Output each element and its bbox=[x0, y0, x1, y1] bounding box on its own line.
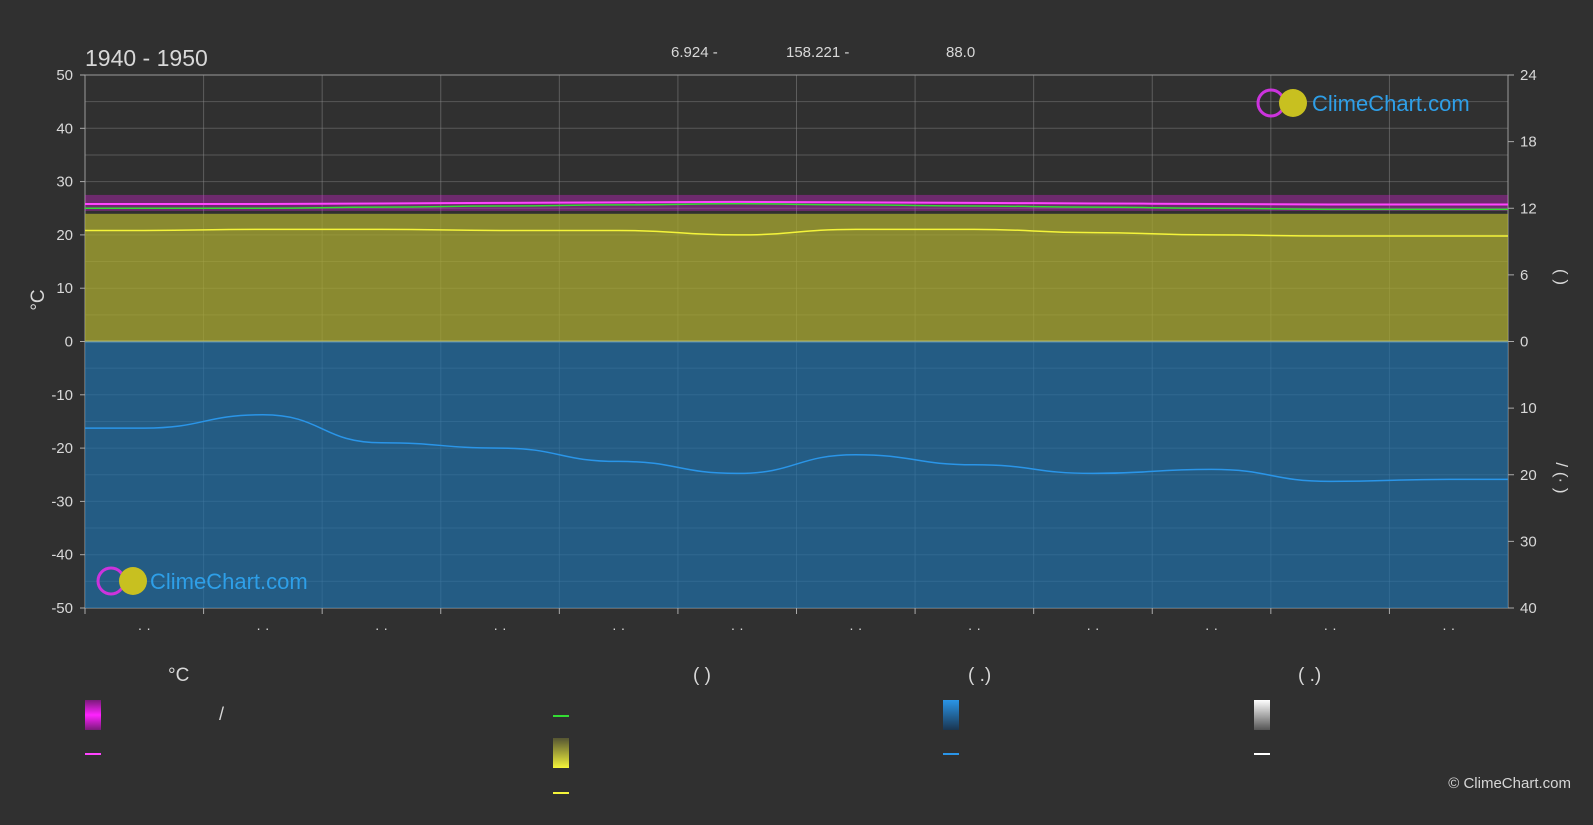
right-top-tick-label: 12 bbox=[1520, 200, 1537, 217]
right-axis-bottom-label: / (· ) bbox=[1552, 462, 1571, 493]
latitude-label: 6.924 - bbox=[671, 44, 718, 61]
x-tick-label: · · bbox=[493, 620, 506, 636]
left-tick-label: 10 bbox=[56, 280, 73, 297]
copyright-text: © ClimeChart.com bbox=[1448, 775, 1571, 792]
right-bottom-tick-label: 40 bbox=[1520, 600, 1537, 617]
left-tick-label: -40 bbox=[51, 547, 73, 564]
legend-line-snow bbox=[1254, 753, 1270, 755]
logo-sun-icon bbox=[119, 567, 147, 595]
legend-swatch-snow bbox=[1254, 700, 1270, 730]
legend-swatch-sunshine bbox=[553, 738, 569, 768]
left-tick-label: 30 bbox=[56, 174, 73, 191]
legend-head-temperature: °C bbox=[168, 665, 190, 686]
left-tick-label: 40 bbox=[56, 120, 73, 137]
left-tick-label: 0 bbox=[65, 334, 73, 351]
brand-logo-bottom[interactable]: ClimeChart.com bbox=[96, 566, 308, 596]
x-tick-label: · · bbox=[968, 620, 981, 636]
legend-line-precipitation bbox=[943, 753, 959, 755]
legend-temp-range-text: / bbox=[219, 704, 225, 724]
elevation-label: 88.0 bbox=[946, 44, 975, 61]
x-tick-label: · · bbox=[256, 620, 269, 636]
legend-swatch-precipitation bbox=[943, 700, 959, 730]
precipitation-line bbox=[84, 414, 1508, 483]
left-tick-label: -10 bbox=[51, 387, 73, 404]
right-top-tick-label: 24 bbox=[1520, 67, 1537, 84]
right-bottom-tick-label: 20 bbox=[1520, 467, 1537, 484]
legend-swatch-temp-range bbox=[85, 700, 101, 730]
chart-lines bbox=[84, 200, 1508, 483]
x-tick-label: · · bbox=[1324, 620, 1337, 636]
left-tick-label: -20 bbox=[51, 440, 73, 457]
left-axis-unit: °C bbox=[28, 289, 49, 310]
right-bottom-tick-label: 30 bbox=[1520, 533, 1537, 550]
right-top-tick-label: 18 bbox=[1520, 134, 1537, 151]
x-tick-label: · · bbox=[138, 620, 151, 636]
brand-name-top: ClimeChart.com bbox=[1312, 91, 1470, 116]
right-top-tick-label: 0 bbox=[1520, 334, 1528, 351]
right-bottom-tick-label: 10 bbox=[1520, 400, 1537, 417]
chart-bands bbox=[85, 194, 1508, 608]
x-tick-label: · · bbox=[1205, 620, 1218, 636]
legend-line-sunshine bbox=[553, 792, 569, 794]
left-tick-label: -50 bbox=[51, 600, 73, 617]
x-tick-label: · · bbox=[1086, 620, 1099, 636]
period-title: 1940 - 1950 bbox=[85, 45, 208, 71]
logo-sun-icon bbox=[1279, 89, 1307, 117]
legend-head-precipitation: ( .) bbox=[968, 665, 992, 686]
brand-name-bottom: ClimeChart.com bbox=[150, 569, 308, 594]
longitude-label: 158.221 - bbox=[786, 44, 849, 61]
right-axis-top-label: ( ) bbox=[1552, 269, 1571, 285]
legend-head-sunshine: ( ) bbox=[693, 665, 711, 686]
sunshine-line bbox=[84, 228, 1508, 237]
sunshine-band bbox=[85, 213, 1508, 342]
left-tick-label: 50 bbox=[56, 67, 73, 84]
legend-line-daylight bbox=[553, 715, 569, 717]
daylight-line bbox=[84, 203, 1508, 211]
x-tick-label: · · bbox=[849, 620, 862, 636]
left-tick-label: 20 bbox=[56, 227, 73, 244]
legend-head-snow: ( .) bbox=[1298, 665, 1322, 686]
temperature-line bbox=[85, 200, 1508, 206]
chart-ticks: 50 40 30 20 10 0 -10 -20 -30 -40 -50 24 18 12 6 0 10 20 30… bbox=[51, 67, 1536, 636]
right-top-tick-label: 6 bbox=[1520, 267, 1528, 284]
x-tick-label: · · bbox=[375, 620, 388, 636]
legend-line-temp-mean bbox=[85, 753, 101, 755]
left-tick-label: -30 bbox=[51, 493, 73, 510]
x-tick-label: · · bbox=[1442, 620, 1455, 636]
x-tick-label: · · bbox=[731, 620, 744, 636]
brand-logo-top[interactable]: ClimeChart.com bbox=[1256, 88, 1470, 118]
x-tick-label: · · bbox=[612, 620, 625, 636]
